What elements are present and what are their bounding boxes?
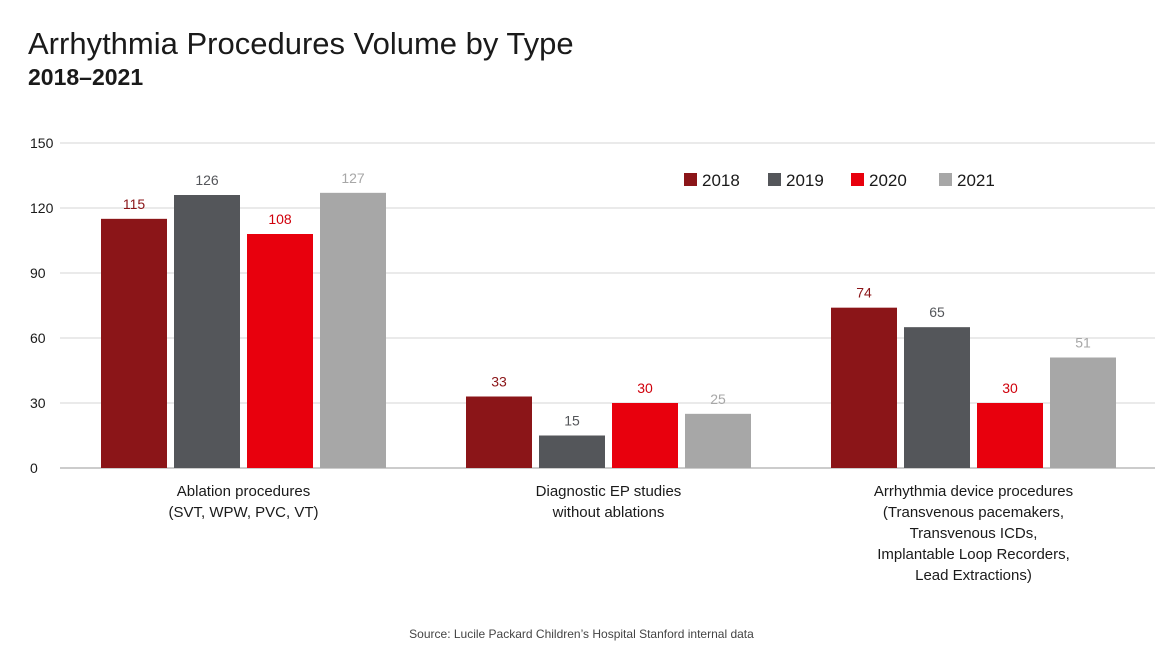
data-label: 30 xyxy=(637,380,653,396)
bar xyxy=(466,396,532,468)
x-category-line: Lead Extractions) xyxy=(915,567,1032,584)
legend-label: 2019 xyxy=(786,171,824,190)
bar xyxy=(247,234,313,468)
bar xyxy=(539,435,605,468)
y-axis: 0 30 60 90 120 150 xyxy=(30,135,54,476)
chart-title: Arrhythmia Procedures Volume by Type xyxy=(28,26,574,61)
data-label: 33 xyxy=(491,374,507,390)
y-tick-label: 120 xyxy=(30,200,54,216)
bar xyxy=(612,403,678,468)
source-note: Source: Lucile Packard Children’s Hospit… xyxy=(409,627,754,641)
y-tick-label: 60 xyxy=(30,330,46,346)
data-label: 127 xyxy=(341,170,365,186)
y-tick-label: 150 xyxy=(30,135,54,151)
bar xyxy=(320,192,386,469)
data-label: 115 xyxy=(123,196,146,212)
legend-swatch xyxy=(851,173,864,186)
x-category-line: Arrhythmia device procedures xyxy=(874,483,1073,500)
legend-label: 2021 xyxy=(957,171,995,190)
data-label: 65 xyxy=(929,304,945,320)
data-labels: 115 33 74 126 15 65 108 30 30 127 25 51 xyxy=(123,170,1091,429)
legend-swatch xyxy=(939,173,952,186)
bar xyxy=(101,218,167,468)
x-axis: Ablation procedures (SVT, WPW, PVC, VT) Di… xyxy=(168,483,1073,584)
x-category-label: Arrhythmia device procedures (Transvenous… xyxy=(874,483,1073,584)
x-category-line: (Transvenous pacemakers, xyxy=(883,504,1064,521)
x-category-label: Diagnostic EP studies without ablations xyxy=(536,483,682,521)
data-label: 15 xyxy=(564,413,580,429)
x-category-line: Transvenous ICDs, xyxy=(910,525,1038,542)
data-label: 74 xyxy=(856,285,872,301)
legend: 2018 2019 2020 2021 xyxy=(684,171,995,190)
x-category-line: (SVT, WPW, PVC, VT) xyxy=(168,504,318,521)
legend-label: 2020 xyxy=(869,171,907,190)
legend-swatch xyxy=(684,173,697,186)
y-tick-label: 90 xyxy=(30,265,46,281)
bar xyxy=(977,403,1043,468)
legend-label: 2018 xyxy=(702,171,740,190)
bar xyxy=(174,195,240,468)
y-tick-label: 0 xyxy=(30,460,38,476)
bar xyxy=(904,327,970,468)
data-label: 30 xyxy=(1002,380,1018,396)
legend-swatch xyxy=(768,173,781,186)
bar xyxy=(831,307,897,468)
x-category-line: Ablation procedures xyxy=(177,483,310,500)
data-label: 51 xyxy=(1075,335,1091,351)
x-category-line: without ablations xyxy=(552,504,665,521)
y-tick-label: 30 xyxy=(30,395,46,411)
x-category-label: Ablation procedures (SVT, WPW, PVC, VT) xyxy=(168,483,318,521)
chart-subtitle: 2018–2021 xyxy=(28,64,144,90)
x-category-line: Diagnostic EP studies xyxy=(536,483,682,500)
bar xyxy=(685,413,751,468)
data-label: 108 xyxy=(268,211,292,227)
data-label: 126 xyxy=(195,172,219,188)
data-label: 25 xyxy=(710,391,726,407)
bars xyxy=(101,192,1116,469)
bar xyxy=(1050,357,1116,468)
x-category-line: Implantable Loop Recorders, xyxy=(877,546,1070,563)
gridlines xyxy=(60,142,1155,469)
